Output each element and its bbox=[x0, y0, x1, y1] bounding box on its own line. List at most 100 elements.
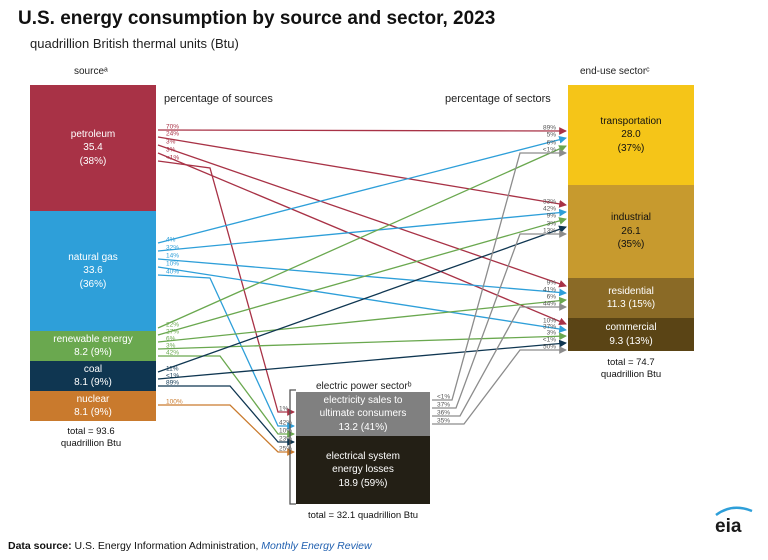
flow-renewable-electric bbox=[158, 355, 295, 438]
sector-industrial-pct: (35%) bbox=[617, 239, 645, 251]
source-natural-gas: natural gas 33.6 (36%) bbox=[30, 211, 156, 331]
electric-retail: electricity sales to ultimate consumers … bbox=[296, 392, 430, 436]
flow-petroleum-transportation bbox=[157, 127, 567, 135]
flow-label-transportation-1: 5% bbox=[547, 132, 557, 139]
flow-label-renewable-3: 3% bbox=[166, 343, 176, 350]
source-natural-gas-name: natural gas bbox=[68, 251, 118, 263]
flow-label-renewable-4: 42% bbox=[166, 350, 179, 357]
footer-label: Data source: bbox=[8, 540, 72, 552]
sector-residential: residential 11.3 (15%) bbox=[568, 278, 694, 318]
electric-losses-line1: electrical system bbox=[326, 450, 400, 462]
sector-total: total = 74.7 quadrillion Btu bbox=[586, 357, 676, 382]
electric-retail-value: 13.2 (41%) bbox=[338, 421, 388, 433]
source-nuclear-value: 8.1 (9%) bbox=[74, 407, 112, 418]
source-nuclear-name: nuclear bbox=[76, 393, 110, 405]
flow-renewable-transportation bbox=[157, 145, 567, 329]
flow-petroleum-residential bbox=[157, 144, 567, 288]
source-petroleum-pct: (38%) bbox=[79, 155, 107, 167]
electric-losses: electrical system energy losses 18.9 (59… bbox=[296, 436, 430, 504]
flow-label-commercial-2: 3% bbox=[547, 330, 557, 337]
flow-electric-residential bbox=[432, 303, 567, 417]
source-petroleum-value: 35.4 bbox=[83, 142, 103, 154]
eia-logo-text: eia bbox=[715, 516, 742, 535]
flow-gas-commercial bbox=[157, 266, 567, 333]
source-nuclear: nuclear 8.1 (9%) bbox=[30, 391, 156, 421]
footer-text: U.S. Energy Information Administration, bbox=[71, 540, 262, 552]
flow-label-electric-out-3: 35% bbox=[437, 418, 450, 425]
sector-commercial-name: commercial bbox=[605, 322, 657, 333]
flow-gas-industrial bbox=[157, 208, 567, 252]
source-coal-value: 8.1 (9%) bbox=[74, 377, 112, 388]
flow-label-electric-in-3: 23% bbox=[279, 436, 292, 443]
flow-label-renewable-2: 6% bbox=[166, 336, 176, 343]
pct-sectors-header: percentage of sectors bbox=[445, 93, 551, 105]
electric-header: electric power sectorᵇ bbox=[316, 381, 412, 392]
footer-link[interactable]: Monthly Energy Review bbox=[261, 540, 372, 552]
flow-petroleum-industrial bbox=[157, 136, 567, 208]
flow-label-petroleum-2: 3% bbox=[166, 139, 176, 146]
sector-transportation: transportation 28.0 (37%) bbox=[568, 85, 694, 185]
flow-label-electric-out-0: <1% bbox=[437, 394, 450, 401]
flow-label-petroleum-1: 24% bbox=[166, 131, 179, 138]
flow-label-electric-in-1: 42% bbox=[279, 420, 292, 427]
flow-label-electric-in-0: 1% bbox=[279, 406, 289, 413]
electric-retail-line1: electricity sales to bbox=[323, 394, 403, 406]
flow-label-residential-2: 6% bbox=[547, 294, 557, 301]
source-petroleum: petroleum 35.4 (38%) bbox=[30, 85, 156, 211]
pct-sources-header: percentage of sources bbox=[164, 93, 273, 105]
flow-label-commercial-1: 37% bbox=[543, 324, 556, 331]
flow-label-gas-2: 14% bbox=[166, 253, 179, 260]
flow-electric-commercial bbox=[432, 346, 567, 425]
flow-label-gas-4: 40% bbox=[166, 269, 179, 276]
flow-label-petroleum-4: <1% bbox=[166, 155, 179, 162]
flow-label-industrial-0: 33% bbox=[543, 199, 556, 206]
source-header: sourceᵃ bbox=[74, 66, 108, 77]
end-use-header: end-use sectorᶜ bbox=[580, 66, 650, 77]
flow-nuclear-electric bbox=[158, 404, 295, 456]
source-renewable-name: renewable energy bbox=[53, 333, 133, 345]
electric-bracket bbox=[289, 389, 296, 505]
flow-gas-residential bbox=[157, 258, 567, 297]
electric-losses-line2: energy losses bbox=[332, 464, 394, 476]
flow-label-industrial-2: 9% bbox=[547, 213, 557, 220]
flow-coal-commercial bbox=[157, 339, 567, 380]
sector-transportation-pct: (37%) bbox=[617, 142, 645, 154]
flow-electric-transportation bbox=[432, 149, 567, 401]
flow-label-residential-0: 9% bbox=[547, 280, 557, 287]
source-renewable: renewable energy 8.2 (9%) bbox=[30, 331, 156, 361]
flow-label-transportation-3: <1% bbox=[543, 147, 556, 154]
flow-label-coal-0: 11% bbox=[166, 366, 179, 373]
flow-label-electric-in-2: 10% bbox=[279, 428, 292, 435]
source-total-line2: quadrillion Btu bbox=[60, 438, 122, 450]
sector-commercial: commercial 9.3 (13%) bbox=[568, 318, 694, 351]
flow-label-petroleum-3: 3% bbox=[166, 147, 176, 154]
flow-label-commercial-0: 10% bbox=[543, 318, 556, 325]
flow-label-coal-1: <1% bbox=[166, 373, 179, 380]
electric-retail-line2: ultimate consumers bbox=[319, 408, 407, 420]
flow-label-transportation-0: 89% bbox=[543, 125, 556, 132]
flow-label-industrial-4: 13% bbox=[543, 228, 556, 235]
source-coal-name: coal bbox=[83, 363, 103, 375]
flow-label-nuclear-0: 100% bbox=[166, 399, 183, 406]
flow-label-coal-2: 89% bbox=[166, 380, 179, 387]
flow-renewable-residential bbox=[157, 296, 567, 343]
flow-gas-electric bbox=[157, 274, 295, 430]
flow-label-industrial-3: 3% bbox=[547, 221, 557, 228]
flow-renewable-commercial bbox=[157, 332, 567, 350]
sector-total-line1: total = 74.7 bbox=[607, 357, 655, 368]
chart-subtitle: quadrillion British thermal units (Btu) bbox=[30, 36, 239, 51]
flow-electric-industrial bbox=[432, 230, 567, 409]
flow-label-gas-0: 4% bbox=[166, 237, 176, 244]
flow-label-electric-out-1: 37% bbox=[437, 402, 450, 409]
flow-label-residential-1: 41% bbox=[543, 287, 556, 294]
flow-label-industrial-1: 42% bbox=[543, 206, 556, 213]
flow-gas-transportation bbox=[157, 135, 567, 244]
source-natural-gas-value: 33.6 bbox=[83, 265, 103, 277]
flow-label-commercial-4: 50% bbox=[543, 344, 556, 351]
flow-label-residential-3: 44% bbox=[543, 301, 556, 308]
flow-label-transportation-2: 6% bbox=[547, 140, 557, 147]
flow-label-petroleum-0: 70% bbox=[166, 124, 179, 131]
sector-industrial: industrial 26.1 (35%) bbox=[568, 185, 694, 278]
eia-logo: eia bbox=[715, 506, 753, 535]
flow-label-electric-out-2: 36% bbox=[437, 410, 450, 417]
